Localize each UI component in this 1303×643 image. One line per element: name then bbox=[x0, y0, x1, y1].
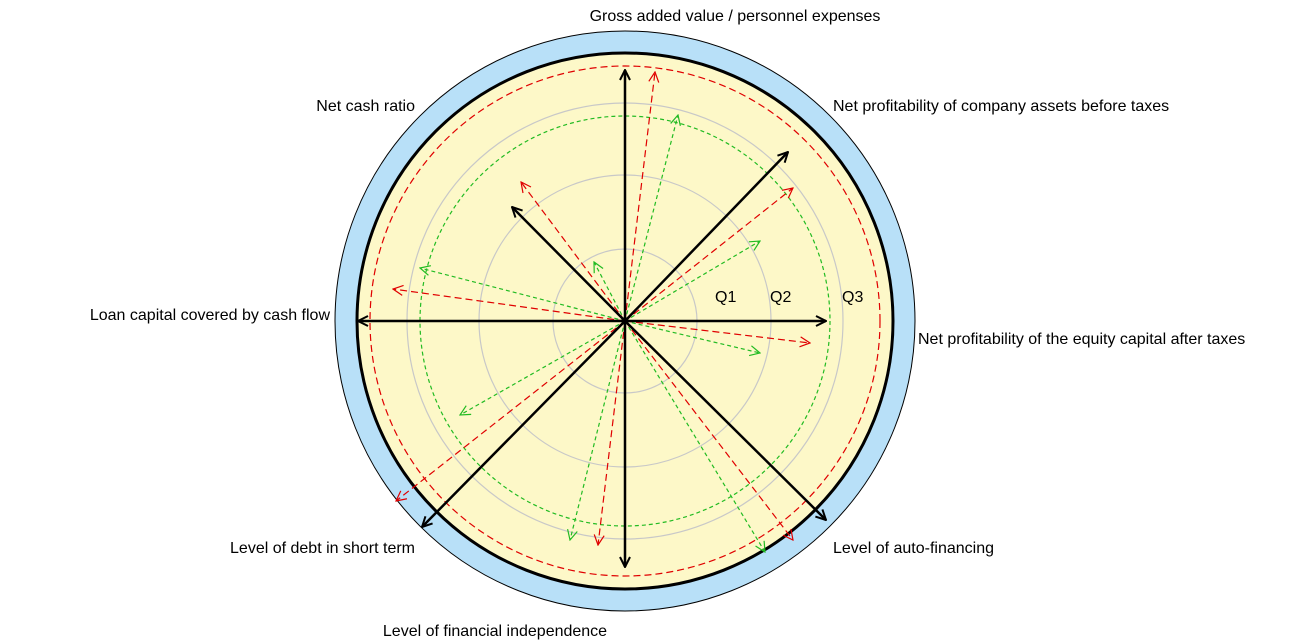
axis-label: Level of debt in short term bbox=[230, 540, 415, 557]
green-arrow bbox=[624, 115, 678, 322]
ring-label: Q2 bbox=[770, 289, 791, 306]
red-arrow bbox=[624, 320, 793, 540]
axis-label: Loan capital covered by cash flow bbox=[89, 307, 330, 324]
red-arrow bbox=[396, 320, 626, 501]
axis-arrow bbox=[624, 320, 826, 520]
red-arrow bbox=[624, 72, 655, 322]
axis-label: Level of auto-financing bbox=[833, 540, 994, 557]
axis-arrow bbox=[422, 320, 626, 527]
green-arrow bbox=[624, 241, 760, 322]
axis-label: Net cash ratio bbox=[316, 98, 415, 115]
green-arrow bbox=[460, 320, 626, 415]
red-arrow bbox=[521, 182, 626, 322]
green-arrow bbox=[420, 268, 626, 322]
green-arrow bbox=[624, 320, 765, 552]
arrows bbox=[358, 70, 826, 567]
red-arrow bbox=[624, 320, 810, 343]
red-arrow bbox=[598, 320, 626, 545]
green-ring bbox=[419, 115, 831, 527]
axis-label: Level of financial independence bbox=[382, 623, 608, 640]
axis-arrow bbox=[512, 207, 626, 322]
ring-label: Q3 bbox=[842, 289, 863, 306]
green-arrow bbox=[570, 320, 626, 540]
red-arrow bbox=[624, 188, 793, 322]
axis-label: Net profitability of the equity capital … bbox=[918, 331, 1246, 348]
axis-label: Gross added value / personnel expenses bbox=[589, 8, 881, 25]
red-ring bbox=[369, 65, 881, 577]
red-arrow bbox=[393, 289, 626, 322]
green-arrow bbox=[624, 320, 760, 353]
ring-label: Q1 bbox=[715, 289, 736, 306]
axis-label: Net profitability of company assets befo… bbox=[833, 98, 1170, 115]
axis-arrow bbox=[624, 152, 788, 322]
